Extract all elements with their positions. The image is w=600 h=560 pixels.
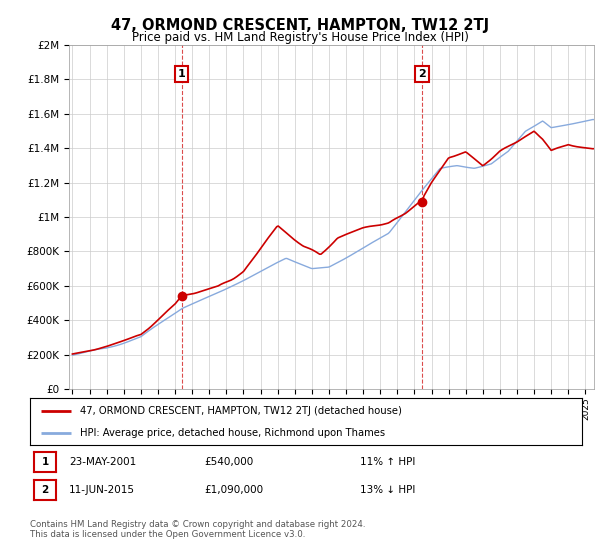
Text: 23-MAY-2001: 23-MAY-2001 xyxy=(69,457,136,467)
Text: Price paid vs. HM Land Registry's House Price Index (HPI): Price paid vs. HM Land Registry's House … xyxy=(131,31,469,44)
Text: £540,000: £540,000 xyxy=(204,457,253,467)
Text: 1: 1 xyxy=(178,69,185,79)
Text: HPI: Average price, detached house, Richmond upon Thames: HPI: Average price, detached house, Rich… xyxy=(80,428,385,438)
Text: 2: 2 xyxy=(41,485,49,495)
Text: 11% ↑ HPI: 11% ↑ HPI xyxy=(360,457,415,467)
Text: 1: 1 xyxy=(41,457,49,467)
Text: 13% ↓ HPI: 13% ↓ HPI xyxy=(360,485,415,495)
Text: Contains HM Land Registry data © Crown copyright and database right 2024.
This d: Contains HM Land Registry data © Crown c… xyxy=(30,520,365,539)
Text: 47, ORMOND CRESCENT, HAMPTON, TW12 2TJ (detached house): 47, ORMOND CRESCENT, HAMPTON, TW12 2TJ (… xyxy=(80,406,401,416)
Text: 11-JUN-2015: 11-JUN-2015 xyxy=(69,485,135,495)
Text: £1,090,000: £1,090,000 xyxy=(204,485,263,495)
Text: 47, ORMOND CRESCENT, HAMPTON, TW12 2TJ: 47, ORMOND CRESCENT, HAMPTON, TW12 2TJ xyxy=(111,18,489,33)
Text: 2: 2 xyxy=(418,69,426,79)
